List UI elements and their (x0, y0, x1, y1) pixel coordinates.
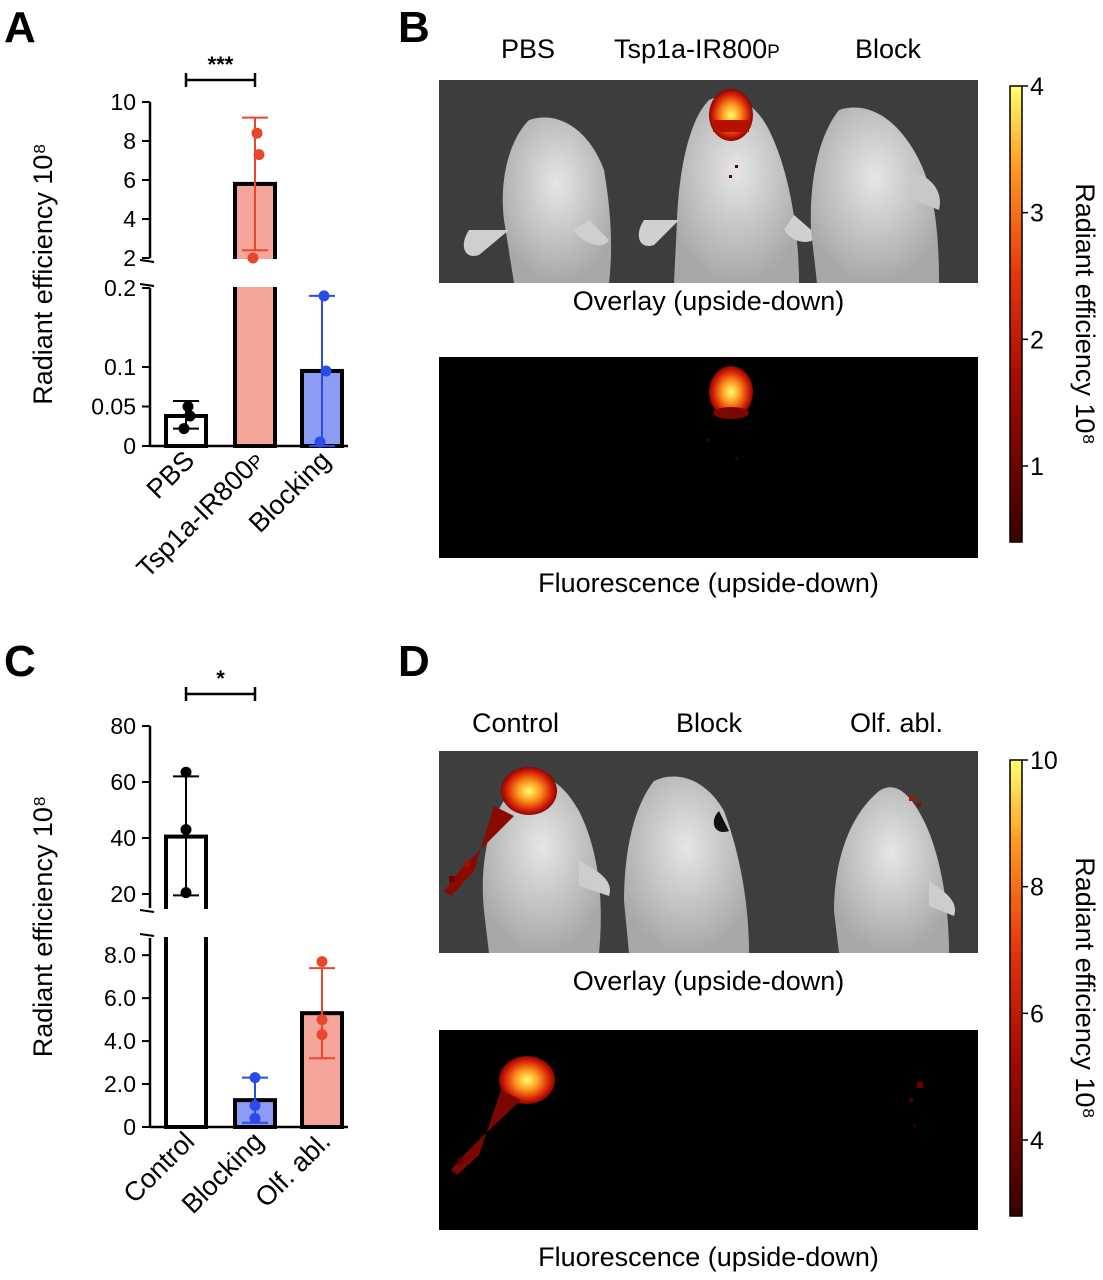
overlay-caption-d: Overlay (upside-down) (572, 966, 845, 996)
significance-label: *** (208, 52, 234, 77)
y-tick-label: 8.0 (104, 942, 136, 968)
colorbar-tick-label: 8 (1030, 874, 1044, 902)
colorbar-tick-label: 4 (1030, 74, 1044, 101)
colorbar-tick-label: 10 (1030, 748, 1058, 775)
y-axis-label: Radiant efficiency 10⁸ (28, 143, 58, 405)
y-tick-label: 40 (110, 825, 136, 851)
y-tick-label: 4.0 (104, 1028, 136, 1054)
colorbar-tick-label: 1 (1030, 453, 1044, 481)
y-tick-label: 60 (110, 769, 136, 795)
y-tick-label: 0 (123, 1114, 136, 1140)
data-point (314, 436, 326, 448)
data-point (251, 127, 263, 139)
x-tick-label: PBS (141, 445, 200, 504)
y-tick-label: 10 (110, 89, 136, 115)
bar-break-mask (168, 935, 204, 941)
overlay-image-d (439, 751, 978, 953)
data-point (178, 423, 190, 435)
bar-break-mask (168, 905, 204, 911)
bar-break-mask (237, 285, 273, 291)
column-label-pbs: PBS (501, 34, 556, 64)
data-point (249, 1112, 261, 1124)
y-tick-label: 20 (110, 881, 136, 907)
bar-gap (232, 259, 278, 287)
colorbar-label: Radiant efficiency 10⁸ (1070, 857, 1100, 1119)
fluorescence-caption-d: Fluorescence (upside-down) (538, 1242, 879, 1272)
colorbar-tick-label: 6 (1030, 1000, 1044, 1028)
overlay-caption-b: Overlay (upside-down) (572, 286, 845, 316)
fluorescence-image-b (439, 357, 978, 558)
y-tick-label: 4 (123, 206, 136, 232)
data-point (184, 410, 196, 422)
bar (300, 1011, 344, 1129)
panel-letter-d: D (398, 637, 430, 686)
y-axis-label: Radiant efficiency 10⁸ (28, 796, 58, 1058)
data-point (182, 401, 194, 412)
data-point (247, 252, 259, 264)
data-point (180, 887, 192, 899)
y-tick-label: 6 (123, 167, 136, 193)
y-tick-label: 0.1 (104, 354, 136, 380)
data-point (180, 824, 192, 836)
column-label-block-d: Block (676, 708, 743, 738)
panel-letter-a: A (4, 3, 36, 52)
bar-lower (233, 286, 277, 448)
axis-break-mark (139, 909, 155, 913)
panel-letter-c: C (4, 637, 36, 686)
y-tick-label: 0.2 (104, 275, 136, 301)
data-point (318, 290, 330, 302)
y-tick-label: 6.0 (104, 985, 136, 1011)
y-tick-label: 0.05 (91, 394, 136, 420)
chart-a: 0 0.05 0.1 0.2 2 4 6 8 10 Radiant efficiency 10⁸ *… (28, 52, 348, 583)
axis-break-mark (139, 933, 155, 937)
y-tick-label: 8 (123, 128, 136, 154)
data-point (316, 956, 328, 968)
bar-gap (163, 909, 209, 937)
column-label-block: Block (855, 34, 922, 64)
bar-lower (164, 936, 208, 1129)
data-point (180, 766, 192, 778)
data-point (316, 1014, 328, 1026)
colorbar-label: Radiant efficiency 10⁸ (1070, 183, 1100, 445)
colorbar-scale (1009, 85, 1023, 543)
panel-letter-b: B (398, 3, 430, 52)
axis-break-mark (139, 259, 155, 263)
colorbar-tick-label: 4 (1030, 1127, 1044, 1155)
colorbar-tick-label: 2 (1030, 326, 1044, 354)
colorbar-b: 1 2 3 4 Radiant efficiency 10⁸ (1009, 74, 1100, 543)
y-tick-label: 2 (123, 245, 136, 271)
column-label-olf-abl: Olf. abl. (850, 708, 944, 738)
colorbar-tick-label: 3 (1030, 200, 1044, 228)
data-point (253, 149, 265, 161)
y-tick-label: 2.0 (104, 1071, 136, 1097)
fluorescence-image-d (439, 1030, 978, 1230)
overlay-image-b (439, 80, 978, 283)
axis-break-mark (139, 283, 155, 287)
column-label-tsp1a: Tsp1a-IR800P (614, 34, 780, 64)
data-point (320, 365, 332, 377)
chart-c: 0 2.0 4.0 6.0 8.0 20 40 60 80 Radiant efficiency … (28, 666, 348, 1219)
x-tick-label: Olf. abl. (249, 1126, 336, 1213)
colorbar-scale (1009, 759, 1023, 1217)
column-label-control: Control (472, 708, 560, 738)
y-tick-label: 0 (123, 433, 136, 459)
data-point (316, 1029, 328, 1041)
fluorescence-caption-b: Fluorescence (upside-down) (538, 568, 879, 598)
data-point (249, 1072, 261, 1084)
data-point (249, 1100, 261, 1112)
significance-label: * (216, 666, 225, 691)
y-tick-label: 80 (110, 713, 136, 739)
colorbar-d: 4 6 8 10 Radiant efficiency 10⁸ (1009, 748, 1100, 1217)
